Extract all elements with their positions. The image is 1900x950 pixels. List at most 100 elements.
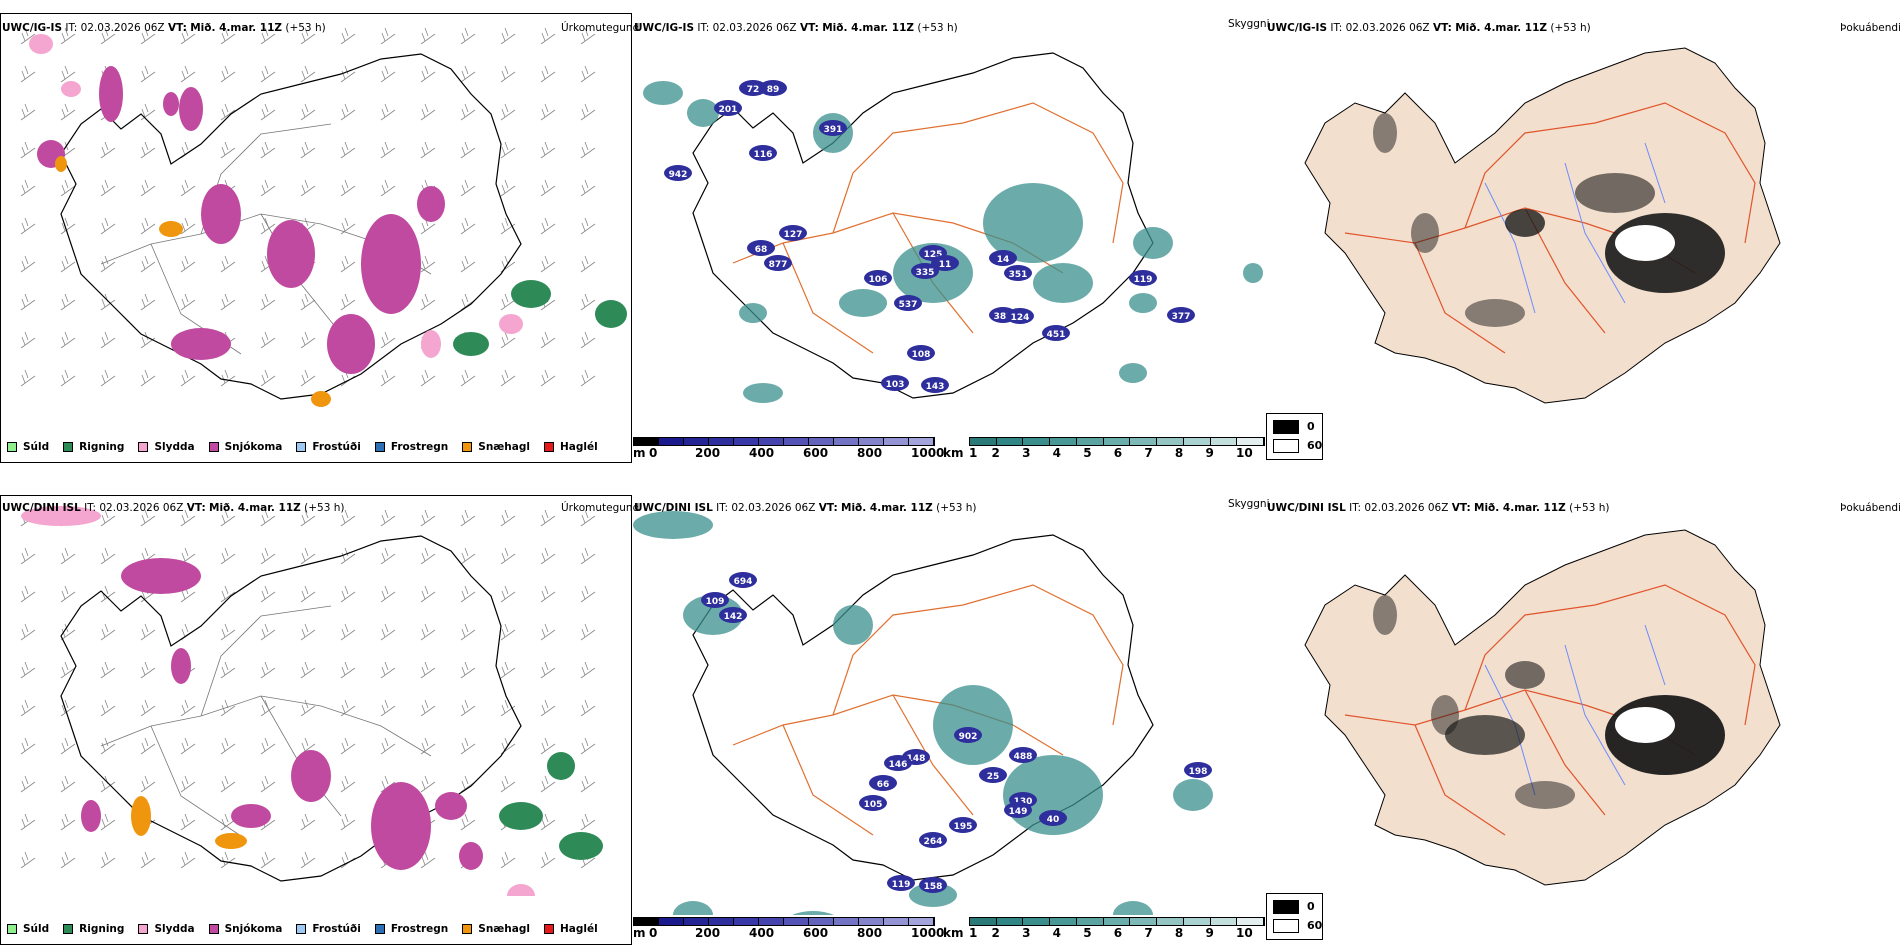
colorbar-tick: 600 xyxy=(803,926,829,940)
wind-barb xyxy=(380,369,396,387)
wind-barb xyxy=(300,585,316,603)
wind-barb xyxy=(540,699,556,717)
precip-legend-item: Súld xyxy=(7,441,49,453)
wind-barb xyxy=(460,623,476,641)
wind-barb xyxy=(300,623,316,641)
ceiling-label: 66 xyxy=(877,780,890,790)
ceiling-area xyxy=(919,832,947,848)
wind-barb xyxy=(420,255,436,273)
header-bottom-1: UWC/DINI ISL IT: 02.03.2026 06Z VT: Mið.… xyxy=(2,502,344,514)
colorbar-tick: 400 xyxy=(749,446,775,460)
wind-barb xyxy=(300,141,316,159)
wind-barb xyxy=(140,509,156,527)
wind-barb xyxy=(300,813,316,831)
wind-barb xyxy=(580,331,596,349)
wind-barb xyxy=(500,585,516,603)
wind-barb xyxy=(540,661,556,679)
colorbar-segment xyxy=(784,918,809,925)
wind-barb xyxy=(460,141,476,159)
colorbar-segment xyxy=(1103,918,1131,925)
wind-barb xyxy=(300,851,316,869)
wind-barb xyxy=(180,775,196,793)
colorbar-tick: 200 xyxy=(695,446,721,460)
wind-barb xyxy=(260,369,276,387)
colorbar-tick: 6 xyxy=(1113,926,1123,940)
legend-swatch xyxy=(296,442,307,452)
wind-barb xyxy=(340,217,356,235)
precip-area xyxy=(267,220,315,288)
wind-barb xyxy=(580,217,596,235)
wind-barb xyxy=(500,851,516,869)
wind-barb xyxy=(20,623,36,641)
fog-area xyxy=(1515,781,1575,809)
precip-area xyxy=(327,314,375,374)
vt-value: Mið. 4.mar. 11Z xyxy=(1455,22,1548,34)
colorbar-segment xyxy=(1076,918,1104,925)
ceiling-label: 391 xyxy=(824,125,843,135)
legend-label: Rigning xyxy=(79,441,125,453)
ceiling-label: 106 xyxy=(869,275,888,285)
precip-area xyxy=(21,506,101,526)
wind-barb xyxy=(460,255,476,273)
precip-panel-bottom: Súld Rigning Slydda Snjókoma Frostúði Frostre… xyxy=(0,495,632,945)
panel-title-visibility: Skyggni xyxy=(1228,498,1270,510)
model-name: UWC/IG-IS xyxy=(2,22,63,34)
colorbar-tick: 10 xyxy=(1236,926,1253,940)
wind-barb xyxy=(460,103,476,121)
wind-barb xyxy=(540,623,556,641)
precip-area xyxy=(453,332,489,356)
precip-legend-item: Frostregn xyxy=(374,923,448,935)
fog-area xyxy=(1431,695,1459,735)
wind-barb xyxy=(380,27,396,45)
colorbar-segment xyxy=(734,438,759,445)
wind-barb xyxy=(220,623,236,641)
glacier-area xyxy=(1615,707,1675,743)
colorbar-tick: 800 xyxy=(857,926,883,940)
colorbar-segment xyxy=(1023,438,1051,445)
colorbar-tick: 7 xyxy=(1144,446,1153,460)
fog-area xyxy=(1373,113,1397,153)
wind-barb xyxy=(140,217,156,235)
wind-barb xyxy=(180,851,196,869)
wind-barb xyxy=(500,179,516,197)
fog-legend-swatch-0 xyxy=(1273,900,1299,914)
legend-swatch xyxy=(63,924,74,934)
fog-legend-label-60: 60 xyxy=(1307,439,1323,452)
it-label: IT: xyxy=(697,22,710,34)
wind-barb xyxy=(460,547,476,565)
ceiling-label: 942 xyxy=(669,170,688,180)
lead-time: (+53 h) xyxy=(304,502,345,514)
wind-barb xyxy=(20,103,36,121)
ceiling-area xyxy=(864,270,892,286)
visibility-panel-bottom: 694 109 142 902 148 146 66 105 488 25 130 149 40 195 1… xyxy=(633,495,1265,945)
ceiling-label: 14 xyxy=(997,255,1010,265)
wind-barb xyxy=(460,217,476,235)
wind-barb xyxy=(300,699,316,717)
roads xyxy=(100,123,432,355)
ceiling-area xyxy=(894,295,922,311)
ceiling-area xyxy=(921,377,949,393)
wind-barb xyxy=(20,775,36,793)
ceiling-label: 72 xyxy=(747,85,760,95)
wind-barb xyxy=(100,331,116,349)
wind-barb xyxy=(540,775,556,793)
colorbar-tick: 1 xyxy=(969,446,978,460)
colorbar-segment xyxy=(1023,918,1051,925)
colorbar-segment xyxy=(659,918,684,925)
colorbar-segment xyxy=(659,438,684,445)
wind-barb xyxy=(340,141,356,159)
vt-value: Mið. 4.mar. 11Z xyxy=(841,502,933,514)
precip-legend-item: Frostregn xyxy=(374,441,448,453)
precip-area xyxy=(163,92,179,116)
wind-barb xyxy=(500,547,516,565)
wind-barb xyxy=(380,547,396,565)
wind-barb xyxy=(60,179,76,197)
it-label: IT: xyxy=(65,22,78,34)
wind-barb xyxy=(20,293,36,311)
colorbar-tick: 10 xyxy=(1236,446,1253,460)
precip-area xyxy=(499,802,543,830)
model-name: UWC/DINI ISL xyxy=(1267,502,1346,514)
ceiling-label: 694 xyxy=(734,577,753,587)
lead-time: (+53 h) xyxy=(285,22,326,34)
precip-area xyxy=(559,832,603,860)
